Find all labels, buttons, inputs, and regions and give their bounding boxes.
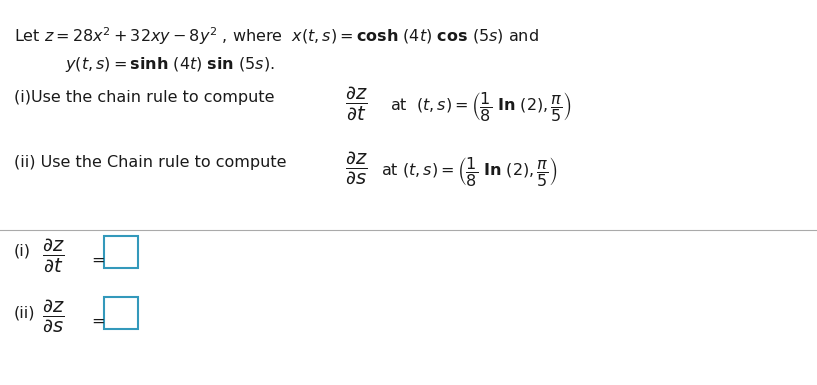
Text: $\dfrac{\partial z}{\partial t}$: $\dfrac{\partial z}{\partial t}$	[345, 85, 368, 122]
Text: $=$: $=$	[88, 252, 105, 267]
Text: $\dfrac{\partial z}{\partial s}$: $\dfrac{\partial z}{\partial s}$	[42, 298, 65, 335]
Text: (ii): (ii)	[14, 305, 35, 320]
FancyBboxPatch shape	[104, 297, 138, 329]
Text: $y(t,s) = \mathbf{sinh}\ (4t)\ \mathbf{sin}\ (5s).$: $y(t,s) = \mathbf{sinh}\ (4t)\ \mathbf{s…	[65, 55, 275, 74]
FancyBboxPatch shape	[104, 236, 138, 268]
Text: at  $(t,s) = \left(\dfrac{1}{8}\ \mathbf{In}\ (2),\dfrac{\pi}{5}\right)$: at $(t,s) = \left(\dfrac{1}{8}\ \mathbf{…	[390, 90, 572, 123]
Text: (i)Use the chain rule to compute: (i)Use the chain rule to compute	[14, 90, 275, 105]
Text: $\dfrac{\partial z}{\partial t}$: $\dfrac{\partial z}{\partial t}$	[42, 237, 65, 275]
Text: Let $z = 28x^2 + 32xy - 8y^2$ , where  $x(t,s) = \mathbf{cosh}\ (4t)\ \mathbf{co: Let $z = 28x^2 + 32xy - 8y^2$ , where $x…	[14, 25, 539, 47]
Text: (ii) Use the Chain rule to compute: (ii) Use the Chain rule to compute	[14, 155, 287, 170]
Text: $\dfrac{\partial z}{\partial s}$: $\dfrac{\partial z}{\partial s}$	[345, 150, 368, 186]
Text: at $(t,s) = \left(\dfrac{1}{8}\ \mathbf{In}\ (2),\dfrac{\pi}{5}\right)$: at $(t,s) = \left(\dfrac{1}{8}\ \mathbf{…	[381, 155, 558, 188]
Text: (i): (i)	[14, 243, 31, 258]
Text: $=$: $=$	[88, 313, 105, 328]
